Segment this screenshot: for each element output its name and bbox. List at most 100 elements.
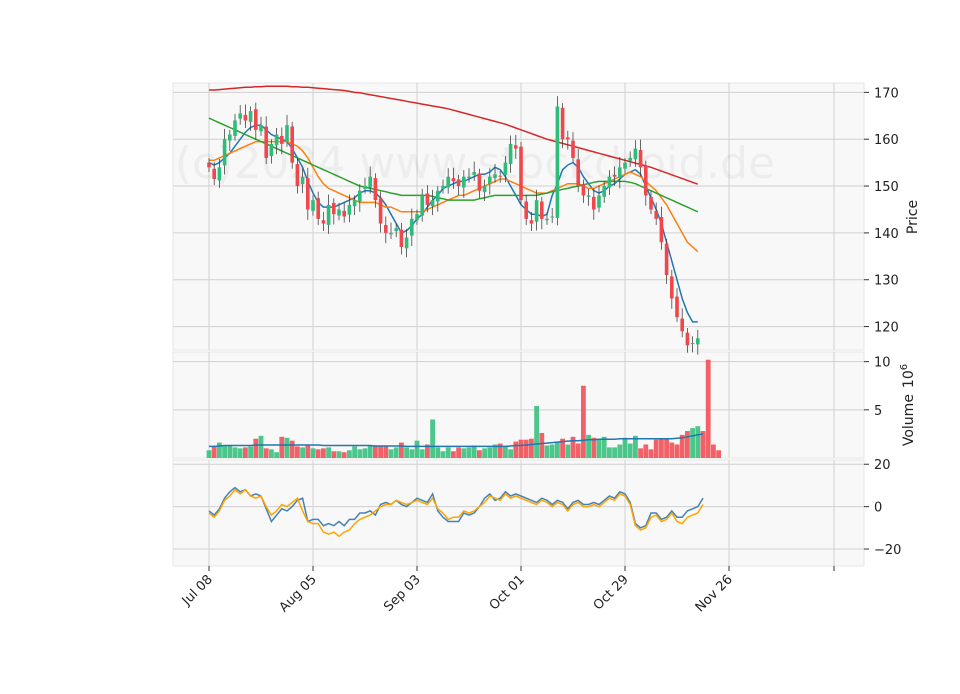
candle-body (358, 190, 362, 202)
candle-body (462, 176, 466, 188)
candle-body (592, 196, 596, 210)
candle-body (477, 173, 482, 191)
volume-bar (362, 448, 368, 458)
candle-body (316, 198, 320, 219)
candle-body (290, 126, 294, 163)
candle-body (612, 174, 617, 177)
candle-body (493, 174, 497, 179)
y-tick-label: 120 (874, 321, 899, 336)
x-tick-label: Jul 08 (179, 572, 216, 609)
volume-bar (430, 419, 435, 458)
candle-body (337, 209, 341, 216)
candle-body (534, 200, 539, 222)
volume-bar (341, 452, 347, 458)
candle-body (529, 220, 534, 224)
candle-body (378, 198, 383, 224)
volume-bar (435, 447, 441, 458)
candle-body (248, 111, 253, 122)
candle-body (217, 167, 222, 181)
candle-body (644, 165, 648, 196)
candle-body (638, 149, 643, 168)
volume-panel-background (172, 351, 865, 459)
y-tick-label: 20 (874, 458, 891, 473)
candle-body (498, 175, 502, 177)
candle-body (472, 172, 476, 175)
volume-bar (643, 444, 649, 458)
ma-line (209, 85, 699, 185)
volume-bar (471, 445, 477, 458)
candle-body (441, 186, 445, 189)
volume-bar (518, 439, 524, 458)
volume-bar (357, 449, 363, 458)
volume-bar (544, 445, 550, 458)
y-tick-label: 170 (874, 86, 899, 101)
candle-body (352, 200, 357, 207)
candle-body (446, 176, 450, 188)
volume-bar (482, 448, 487, 458)
y-tick-label: 10 (874, 356, 891, 371)
volume-bar (388, 449, 394, 458)
candle-body (306, 178, 310, 210)
volume-bar (445, 447, 451, 458)
volume-bar (274, 452, 279, 458)
candle-body (222, 139, 227, 166)
candle-body (264, 126, 268, 158)
candle-body (664, 243, 669, 276)
volume-bar (321, 448, 326, 458)
candle-body (602, 186, 606, 197)
candle-body (482, 186, 487, 193)
price-panel-background (172, 82, 865, 351)
candle-body (207, 162, 211, 168)
volume-bar (549, 444, 555, 458)
volume-bar (612, 447, 617, 458)
volume-bar (284, 437, 290, 458)
volume-bar (243, 447, 248, 458)
candle-body (623, 162, 627, 169)
volume-bar (258, 435, 264, 458)
volume-label-text: Volume (901, 394, 917, 446)
candle-body (524, 201, 528, 219)
candle-body (560, 107, 565, 140)
candle-body (425, 193, 430, 205)
volume-bar (425, 444, 430, 458)
volume-bar (716, 450, 721, 458)
candlesticks (207, 96, 700, 355)
volume-bar (279, 436, 285, 458)
volume-bar (367, 445, 373, 458)
volume-bar (659, 438, 664, 458)
volume-bar (331, 451, 337, 458)
candle-body (389, 232, 393, 235)
candle-body (581, 184, 586, 196)
volume-bar (352, 446, 357, 458)
volume-bar (539, 432, 545, 458)
candle-body (467, 176, 471, 179)
candle-body (436, 190, 440, 202)
x-tick-label: Aug 05 (277, 572, 320, 615)
candle-body (430, 200, 435, 207)
candle-body (326, 204, 331, 225)
volume-bar (503, 446, 508, 458)
candle-body (555, 106, 560, 218)
candle-body (311, 200, 315, 211)
volume-bar (232, 447, 238, 458)
candle-body (508, 143, 513, 165)
volume-bar (596, 439, 602, 458)
volume-bar (419, 449, 425, 458)
candle-body (384, 224, 388, 233)
volume-bar (529, 438, 534, 458)
volume-bar (409, 449, 415, 458)
volume-label-exponent-power: 6 (899, 364, 910, 370)
candle-body (503, 162, 508, 175)
oscillator-line (208, 486, 704, 529)
y-tick-label: 130 (874, 274, 899, 289)
candle-body (649, 196, 653, 210)
candle-body (415, 214, 419, 221)
volume-bar (404, 447, 409, 458)
volume-bar (705, 359, 711, 458)
volume-bar (399, 442, 404, 458)
candle-body (456, 179, 461, 187)
candle-body (373, 178, 378, 201)
y-tick-label: 160 (874, 133, 899, 148)
volume-bar (586, 434, 591, 458)
